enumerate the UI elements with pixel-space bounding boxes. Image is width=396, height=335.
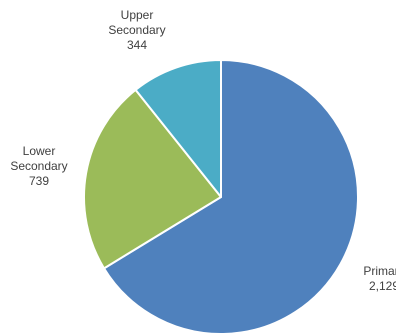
slice-label-upper-secondary-value: 344: [126, 38, 148, 52]
slice-label-upper-secondary-name-2: Secondary: [108, 23, 166, 37]
pie-slice-lower-secondary: [83, 88, 222, 270]
slice-label-lower-secondary-name-1: Lower: [22, 144, 56, 158]
slice-label-lower-secondary-value: 739: [28, 174, 50, 188]
slice-label-lower-secondary-name-2: Secondary: [10, 159, 68, 173]
slice-label-upper-secondary-name-1: Upper: [120, 8, 154, 22]
slice-label-primary-value: 2,129: [368, 279, 396, 293]
pie-slice-upper-secondary: [134, 59, 222, 198]
slice-label-primary: Primary 2,129: [344, 264, 396, 294]
slice-label-primary-name: Primary: [363, 264, 396, 278]
slice-label-upper-secondary: Upper Secondary 344: [102, 8, 172, 53]
pie-slice-primary: [103, 59, 359, 335]
slice-label-lower-secondary: Lower Secondary 739: [4, 144, 74, 189]
